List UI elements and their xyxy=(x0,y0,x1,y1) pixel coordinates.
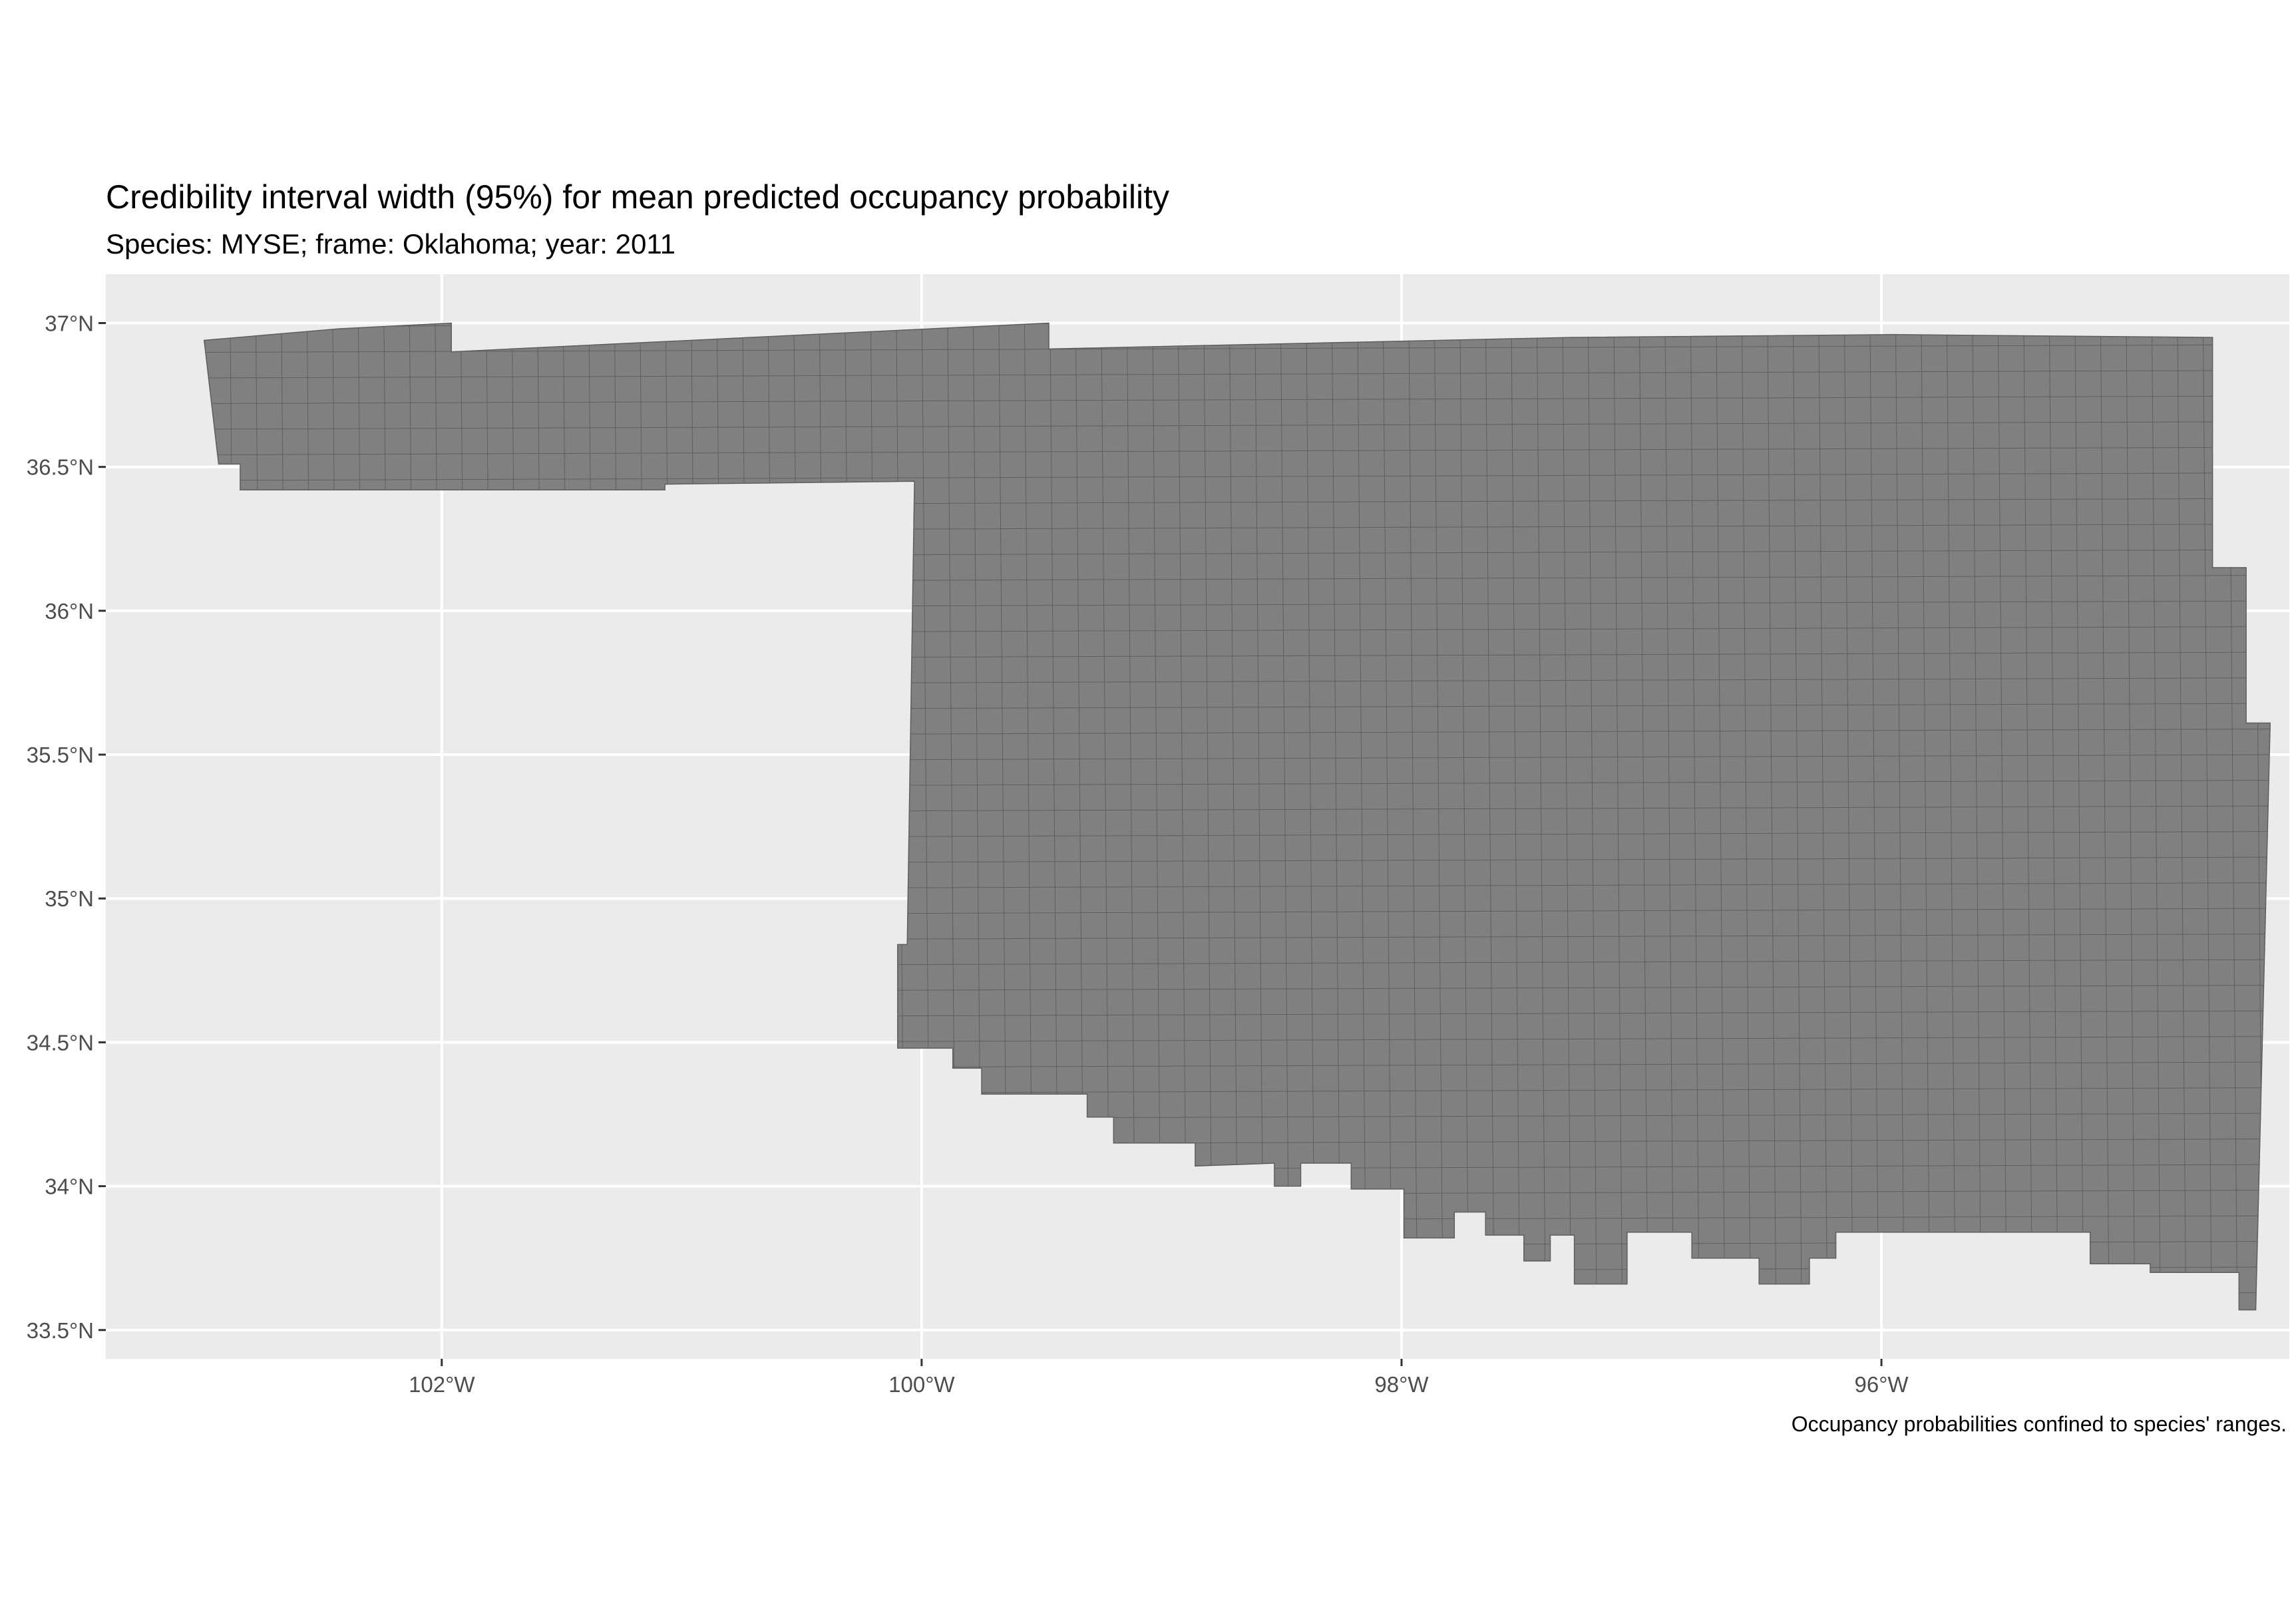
cell-column-line xyxy=(2100,323,2110,1310)
cell-column-line xyxy=(2151,323,2162,1310)
cell-column-line xyxy=(2022,323,2033,1310)
y-tick-label: 34°N xyxy=(45,1174,94,1199)
cell-column-line xyxy=(1434,323,1444,1310)
x-tick-label: 98°W xyxy=(1374,1372,1429,1397)
cell-column-line xyxy=(1997,323,2008,1310)
occupancy-cells-fill xyxy=(204,323,2271,1310)
cell-column-line xyxy=(1895,323,1905,1310)
cell-row-line xyxy=(204,370,2271,379)
y-tick-label: 36.5°N xyxy=(27,455,94,480)
cell-column-line xyxy=(1536,323,1547,1310)
cell-column-line xyxy=(1946,323,1957,1310)
cell-column-line xyxy=(1920,323,1931,1310)
cell-column-line xyxy=(1356,323,1367,1310)
cell-column-line xyxy=(1971,323,1982,1310)
chart-title: Credibility interval width (95%) for mea… xyxy=(106,178,1169,216)
cell-row-line xyxy=(204,472,2271,481)
chart-subtitle: Species: MYSE; frame: Oklahoma; year: 20… xyxy=(106,228,675,260)
y-tick-label: 34.5°N xyxy=(27,1030,94,1055)
y-axis: 37°N 36.5°N 36°N 35.5°N 35°N 34.5°N 34°N 33.5°N xyxy=(27,311,106,1343)
x-tick-label: 102°W xyxy=(409,1372,475,1397)
cell-column-line xyxy=(1510,323,1521,1310)
cell-column-line xyxy=(1408,323,1418,1310)
cell-column-line xyxy=(1561,323,1572,1310)
cell-column-line xyxy=(1843,323,1854,1310)
y-tick-label: 37°N xyxy=(45,311,94,336)
cell-row-line xyxy=(204,421,2271,430)
cell-column-line xyxy=(1587,323,1598,1310)
cell-column-line xyxy=(1715,323,1726,1310)
x-tick-label: 96°W xyxy=(1855,1372,1909,1397)
cell-column-line xyxy=(1741,323,1752,1310)
y-tick-label: 36°N xyxy=(45,599,94,624)
cell-row-line xyxy=(204,447,2271,456)
cell-column-line xyxy=(1869,323,1879,1310)
state-outline xyxy=(203,322,2271,1311)
cell-column-line xyxy=(1485,323,1495,1310)
cell-column-line xyxy=(1613,323,1623,1310)
x-tick-label: 100°W xyxy=(888,1372,955,1397)
cell-column-line xyxy=(1280,323,1290,1310)
plot-panel xyxy=(106,274,2289,1359)
cell-column-line xyxy=(2202,323,2213,1310)
cell-column-line xyxy=(1459,323,1469,1310)
cell-column-line xyxy=(2125,323,2136,1310)
cell-column-line xyxy=(1766,323,1777,1310)
cell-column-line xyxy=(1818,323,1828,1310)
cell-column-line xyxy=(1792,323,1803,1310)
cell-column-line xyxy=(2176,323,2187,1310)
y-tick-label: 35°N xyxy=(45,886,94,911)
cell-column-line xyxy=(1664,323,1674,1310)
cell-column-line xyxy=(2048,323,2059,1310)
chart-caption: Occupancy probabilities confined to spec… xyxy=(1792,1412,2287,1436)
x-axis: 102°W 100°W 98°W 96°W xyxy=(409,1359,1909,1397)
y-tick-label: 33.5°N xyxy=(27,1318,94,1343)
cell-column-line xyxy=(1382,323,1393,1310)
cell-column-line xyxy=(2074,323,2084,1310)
cell-row-line xyxy=(204,395,2271,405)
y-tick-label: 35.5°N xyxy=(27,743,94,767)
cell-column-line xyxy=(1690,323,1700,1310)
cell-column-line xyxy=(1638,323,1649,1310)
